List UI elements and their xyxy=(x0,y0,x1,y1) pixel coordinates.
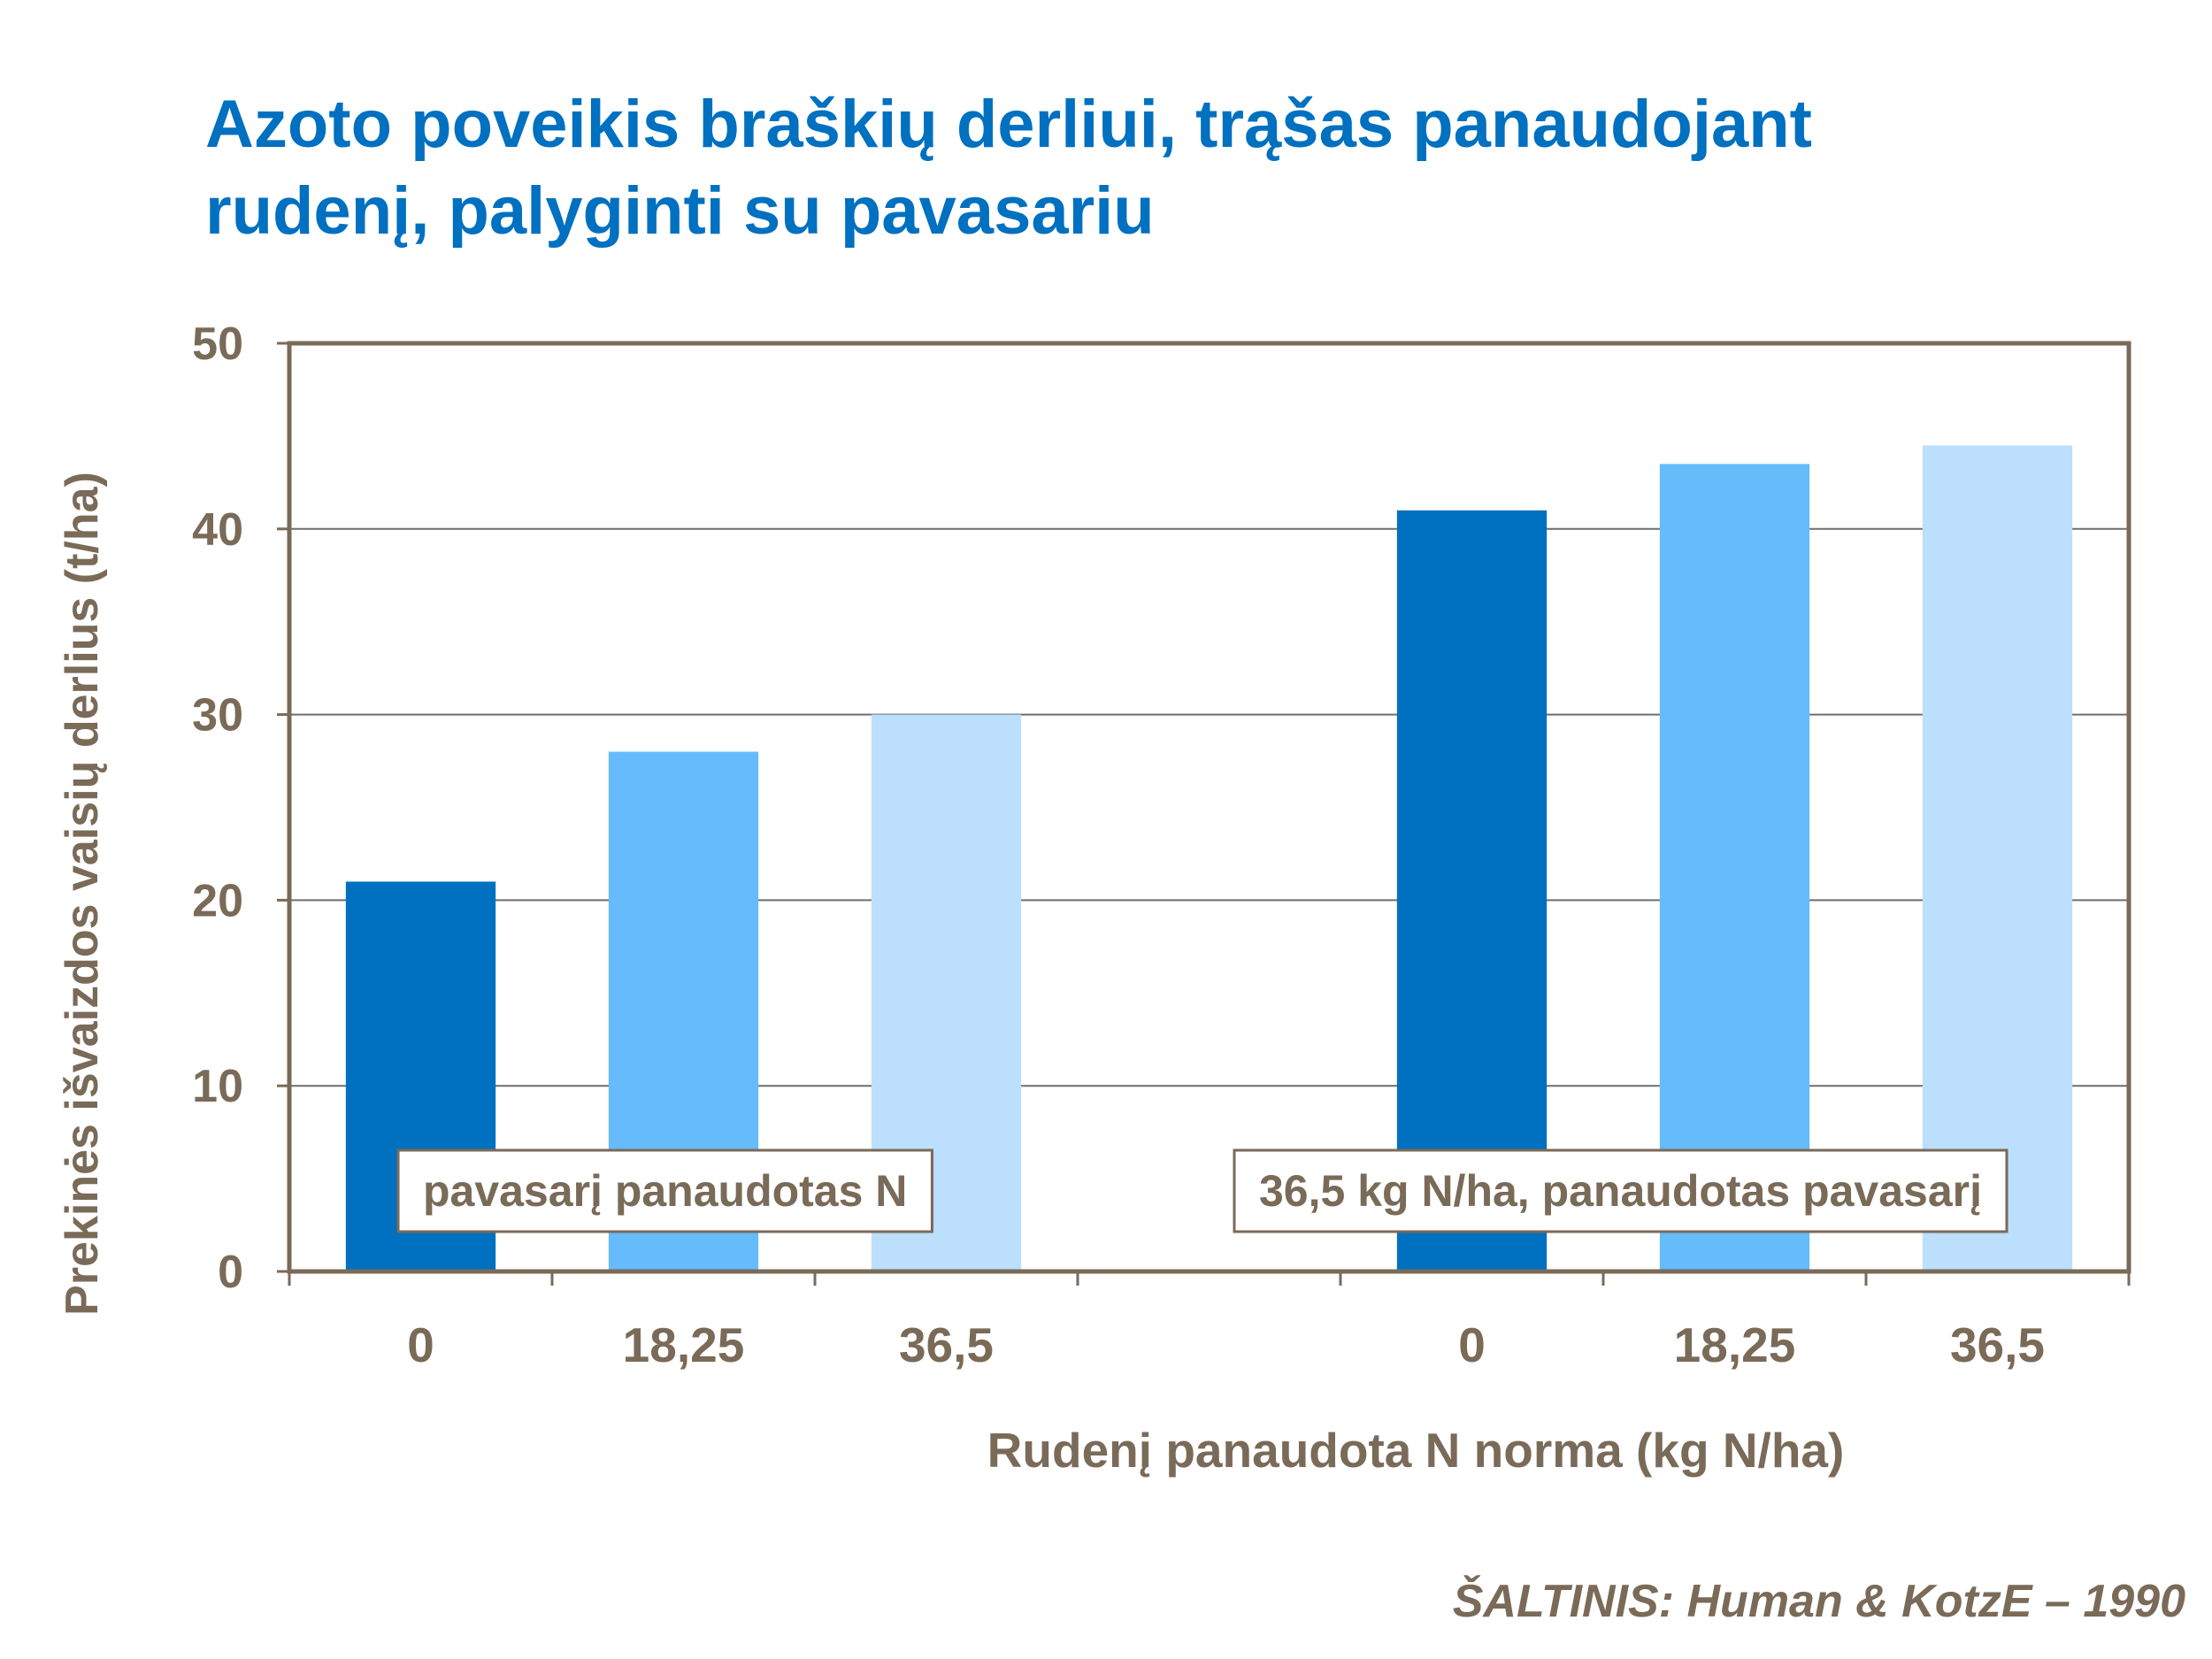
bar xyxy=(1922,445,2073,1271)
gridlines xyxy=(289,527,2129,1087)
bars xyxy=(345,445,2073,1271)
x-tick-label: 36,5 xyxy=(1950,1317,2045,1372)
x-tick-label: 0 xyxy=(1458,1317,1486,1372)
group-label-box: pavasarį panaudotas N xyxy=(396,1148,933,1233)
group-label-frame xyxy=(396,1148,933,1233)
group-label: 36,5 kg N/ha, panaudotas pavasarį xyxy=(1259,1166,1982,1216)
group-labels: pavasarį panaudotas N 36,5 kg N/ha, panau… xyxy=(396,1148,2008,1233)
y-tick-label: 20 xyxy=(192,875,243,926)
y-tick-label: 40 xyxy=(192,504,243,556)
x-axis-title: Rudenį panaudota N norma (kg N/ha) xyxy=(987,1423,1845,1478)
x-tick-label: 0 xyxy=(407,1317,434,1372)
y-axis-title: Prekinės išvaizdos vaisių derlius (t/ha) xyxy=(57,472,108,1316)
slide-title-line-2: rudenį, palyginti su pavasariu xyxy=(205,173,1155,249)
y-tick-label: 30 xyxy=(192,690,243,741)
source-note: ŠALTINIS: Human & KotzE – 1990 xyxy=(1452,1576,2185,1627)
tick-labels: 0 10 20 30 40 50 0 18,25 36,5 0 18,25 36,5 xyxy=(192,319,2045,1372)
slide-title: Azoto poveikis braškių derliui, trąšas p… xyxy=(205,81,2108,255)
x-tick-label: 18,25 xyxy=(1674,1317,1796,1372)
y-tick-label: 50 xyxy=(192,319,243,370)
group-label-box: 36,5 kg N/ha, panaudotas pavasarį xyxy=(1233,1148,2008,1233)
y-tick-label: 0 xyxy=(218,1247,243,1298)
plot-frame xyxy=(277,341,2131,1286)
x-tick-label: 36,5 xyxy=(899,1317,994,1372)
slide-title-line-1: Azoto poveikis braškių derliui, trąšas p… xyxy=(205,87,1812,162)
x-tick-label: 18,25 xyxy=(623,1317,745,1372)
y-tick-label: 10 xyxy=(192,1061,243,1112)
group-label: pavasarį panaudotas N xyxy=(423,1166,907,1216)
bar xyxy=(1396,510,1548,1271)
group-label-frame xyxy=(1233,1148,2008,1233)
bar xyxy=(1659,464,1810,1271)
plot-border xyxy=(287,341,2131,1274)
